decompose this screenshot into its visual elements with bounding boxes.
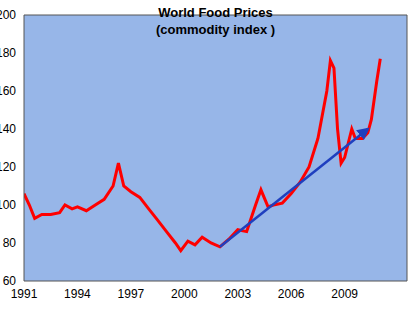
svg-text:140: 140 bbox=[0, 122, 16, 136]
svg-text:200: 200 bbox=[0, 8, 16, 22]
html-text:(commodity index ): (commodity index ) bbox=[155, 22, 276, 37]
svg-text:180: 180 bbox=[0, 46, 16, 60]
html-text:World Food Prices: World Food Prices bbox=[158, 5, 273, 20]
svg-text:100: 100 bbox=[0, 198, 16, 212]
svg-text:80: 80 bbox=[3, 236, 17, 250]
svg-text:120: 120 bbox=[0, 160, 16, 174]
svg-text:60: 60 bbox=[3, 274, 17, 288]
svg-text:160: 160 bbox=[0, 84, 16, 98]
svg-text:1991: 1991 bbox=[11, 287, 38, 301]
svg-text:1997: 1997 bbox=[118, 287, 145, 301]
svg-text:2006: 2006 bbox=[278, 287, 305, 301]
svg-text:1994: 1994 bbox=[64, 287, 91, 301]
svg-text:2000: 2000 bbox=[171, 287, 198, 301]
svg-text:2009: 2009 bbox=[331, 287, 358, 301]
svg-text:2003: 2003 bbox=[224, 287, 251, 301]
